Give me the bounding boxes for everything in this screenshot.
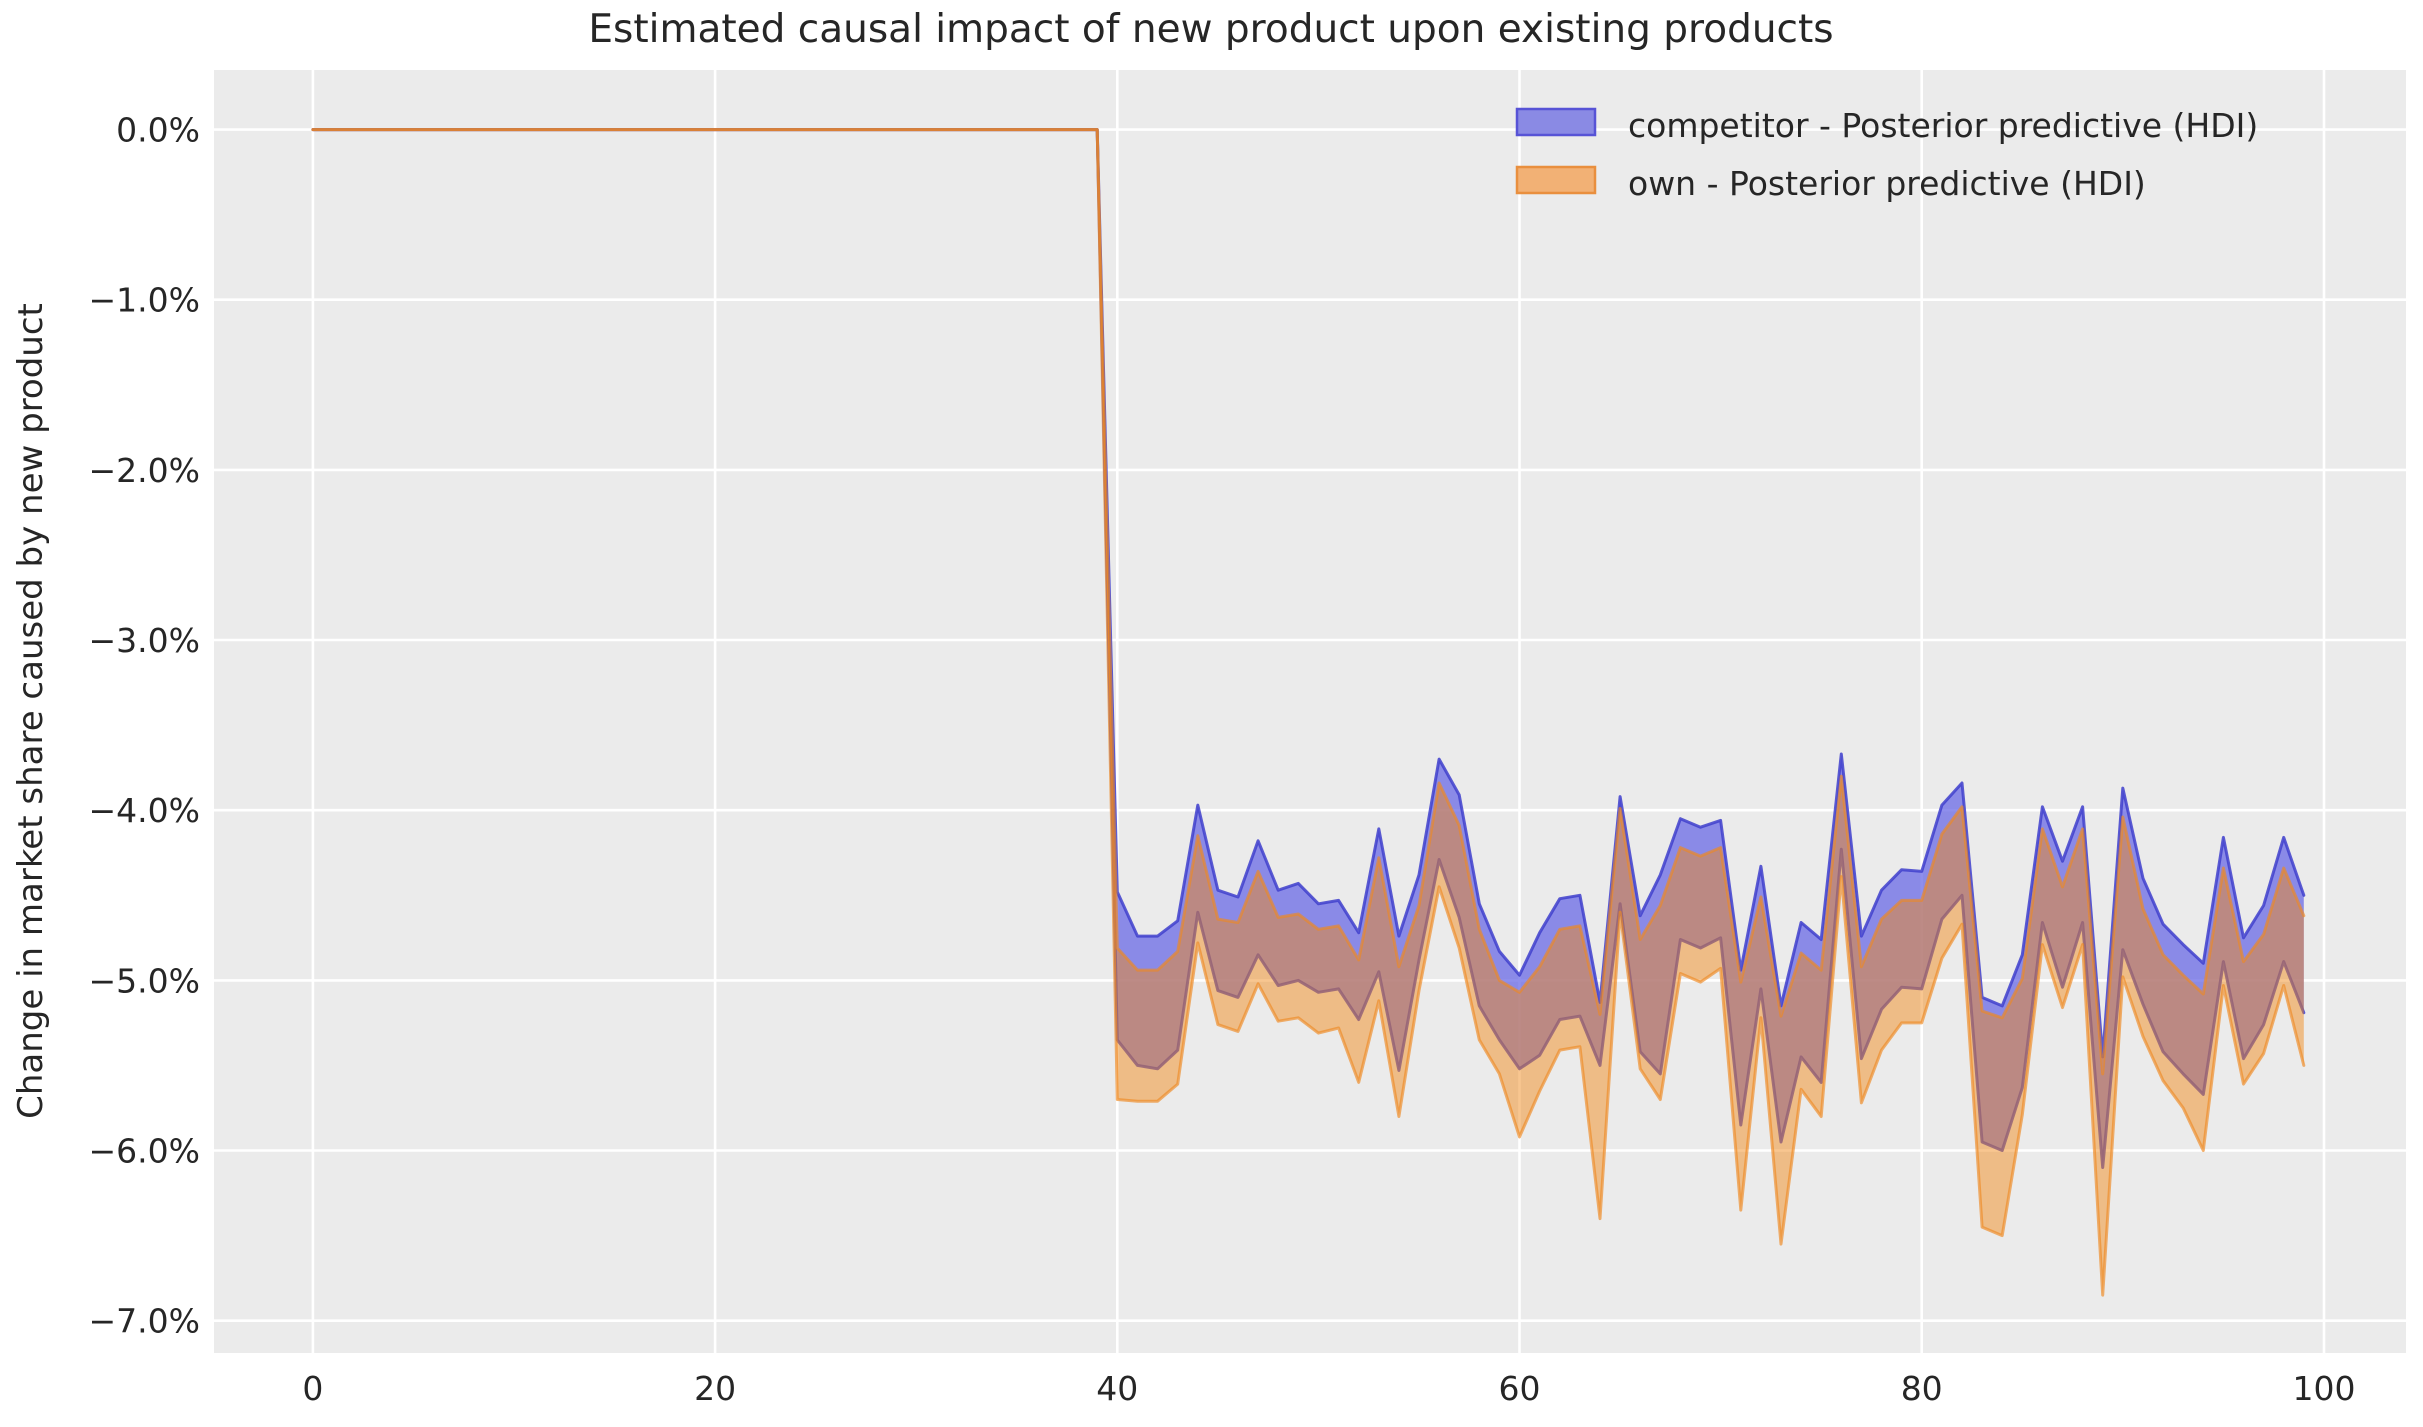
y-tick-label: −5.0%	[89, 961, 201, 1000]
competitor-legend-swatch	[1515, 107, 1597, 137]
x-axis-tick-labels: 0 20 40 60 80 100	[302, 1369, 2355, 1408]
y-tick-label: −7.0%	[89, 1302, 201, 1341]
x-tick-label: 40	[1096, 1369, 1138, 1408]
own-legend-label: own - Posterior predictive (HDI)	[1628, 164, 2146, 203]
x-tick-label: 80	[1901, 1369, 1943, 1408]
y-tick-label: −2.0%	[89, 451, 201, 490]
y-tick-label: 0.0%	[116, 111, 200, 150]
competitor-legend-label: competitor - Posterior predictive (HDI)	[1628, 106, 2258, 145]
x-tick-label: 60	[1499, 1369, 1541, 1408]
own-legend-swatch	[1515, 165, 1597, 195]
y-axis-tick-labels: 0.0% −1.0% −2.0% −3.0% −4.0% −5.0% −6.0% −7.0%	[89, 111, 201, 1341]
x-tick-label: 100	[2293, 1369, 2356, 1408]
hdi-band-layer	[311, 128, 2306, 1297]
legend-entry-competitor: competitor - Posterior predictive (HDI)	[1515, 106, 2258, 145]
y-tick-label: −1.0%	[89, 281, 201, 320]
y-tick-label: −4.0%	[89, 791, 201, 830]
legend: competitor - Posterior predictive (HDI) …	[1515, 106, 2258, 203]
legend-entry-own: own - Posterior predictive (HDI)	[1515, 164, 2146, 203]
own-hdi-lower-edge	[311, 128, 2306, 1297]
x-tick-label: 0	[302, 1369, 323, 1408]
own-hdi-band	[312, 129, 2304, 1296]
x-tick-label: 20	[694, 1369, 736, 1408]
chart-title: Estimated causal impact of new product u…	[588, 7, 1833, 52]
y-axis-label: Change in market share caused by new pro…	[11, 303, 51, 1119]
axes-background	[214, 70, 2406, 1353]
y-tick-label: −6.0%	[89, 1132, 201, 1171]
y-tick-label: −3.0%	[89, 621, 201, 660]
